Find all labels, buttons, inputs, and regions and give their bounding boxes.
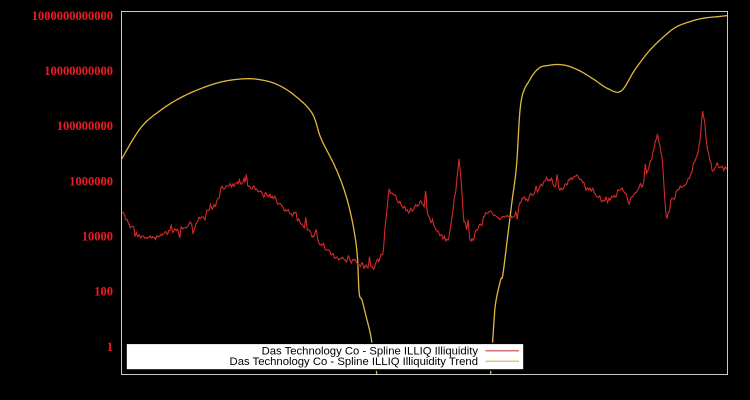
svg-text:100000000: 100000000 [57, 119, 113, 133]
svg-text:Das Technology Co - Spline ILL: Das Technology Co - Spline ILLIQ Illiqui… [230, 356, 478, 368]
svg-text:1: 1 [107, 340, 113, 354]
svg-text:100: 100 [94, 285, 113, 299]
svg-text:1000000000000: 1000000000000 [32, 9, 113, 23]
svg-text:10000000000: 10000000000 [44, 64, 113, 78]
svg-text:10000: 10000 [82, 230, 113, 244]
svg-text:1000000: 1000000 [69, 174, 113, 188]
